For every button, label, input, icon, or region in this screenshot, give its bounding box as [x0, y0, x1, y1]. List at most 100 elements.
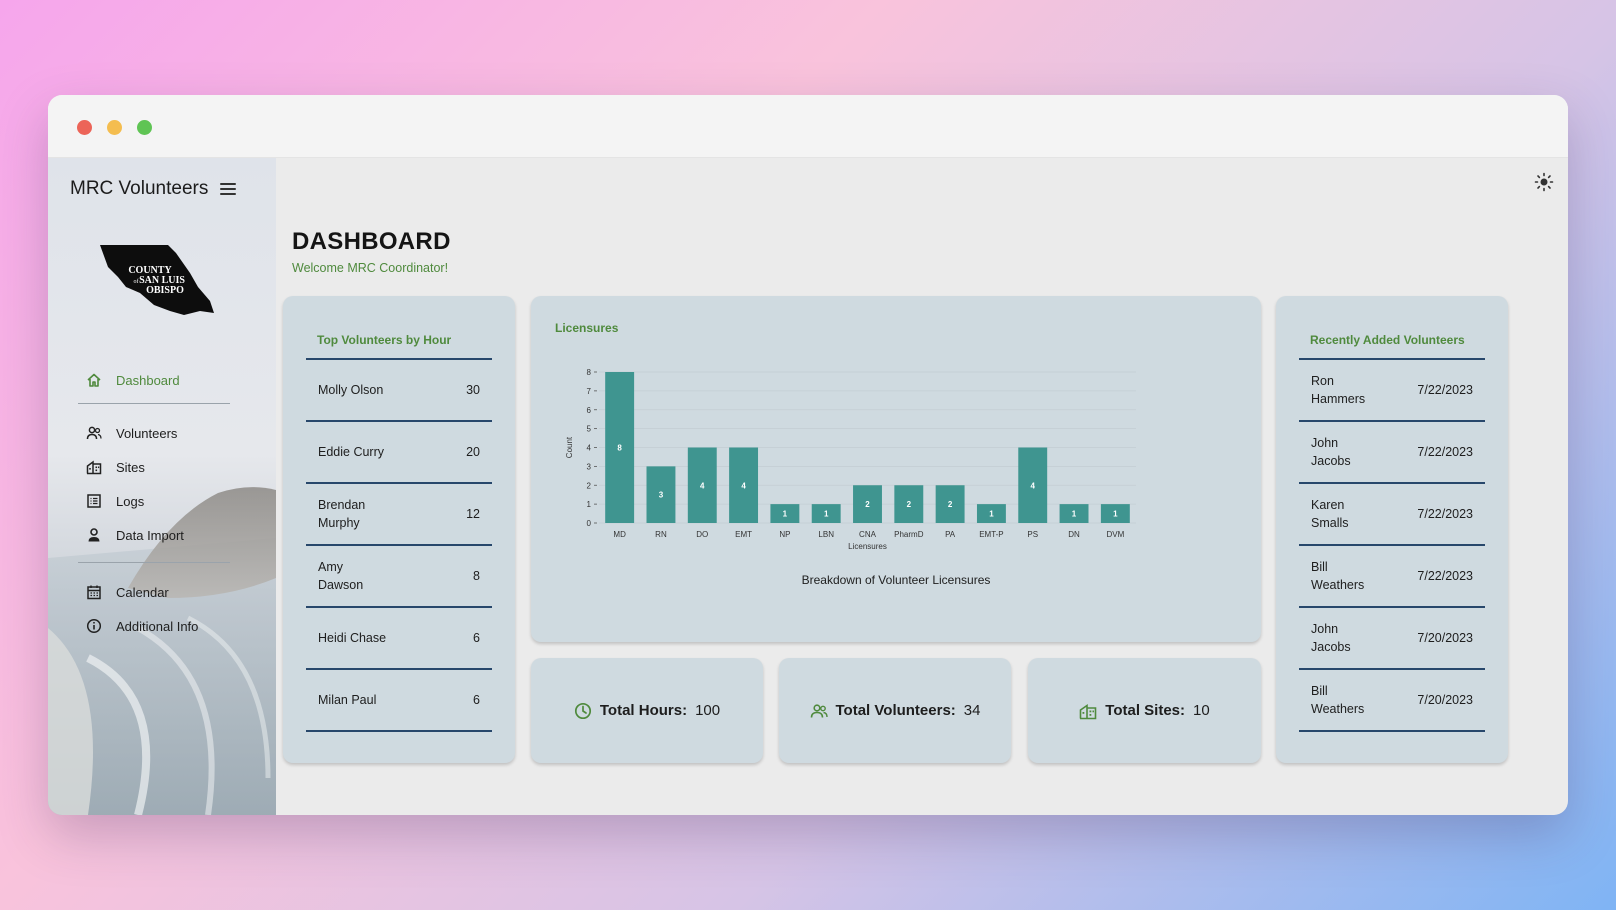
x-tick-label: PA: [945, 530, 956, 539]
sidebar-item-label: Logs: [116, 493, 145, 509]
minimize-window-button[interactable]: [107, 120, 122, 135]
list-item[interactable]: Heidi Chase 6: [306, 608, 492, 670]
x-tick-label: RN: [655, 530, 667, 539]
sidebar-item-data-import[interactable]: Data Import: [82, 518, 242, 552]
close-window-button[interactable]: [77, 120, 92, 135]
volunteer-name: John Jacobs: [1311, 622, 1351, 654]
chart-bar: [894, 485, 924, 523]
stat-label: Total Volunteers:: [835, 702, 956, 719]
volunteer-name: Molly Olson: [318, 383, 384, 397]
page-title: DASHBOARD: [292, 228, 451, 255]
x-tick-label: CNA: [859, 530, 877, 539]
x-tick-label: DO: [696, 530, 708, 539]
bar-value-label: 3: [659, 491, 664, 500]
list-item[interactable]: Eddie Curry 20: [306, 422, 492, 484]
sidebar-item-additional-info[interactable]: Additional Info: [82, 609, 242, 643]
sun-icon[interactable]: [1534, 172, 1554, 192]
info-icon: [86, 618, 102, 634]
bar-value-label: 8: [617, 444, 622, 453]
stat-value: 100: [695, 702, 721, 719]
sidebar-item-label: Additional Info: [116, 618, 199, 634]
bar-value-label: 1: [989, 510, 994, 519]
date-added: 7/22/2023: [1417, 445, 1473, 459]
x-tick-label: EMT-P: [979, 530, 1003, 539]
person-icon: [88, 528, 100, 542]
list-item[interactable]: Ron Hammers 7/22/2023: [1299, 360, 1485, 422]
x-tick-label: DN: [1068, 530, 1080, 539]
list-item[interactable]: Bill Weathers 7/20/2023: [1299, 670, 1485, 732]
list-item[interactable]: John Jacobs 7/20/2023: [1299, 608, 1485, 670]
y-tick-label: 8: [587, 368, 592, 377]
list-item[interactable]: Molly Olson 30: [306, 360, 492, 422]
y-tick-label: 4: [587, 444, 592, 453]
volunteer-hours: 12: [466, 507, 480, 521]
stat-value: 34: [963, 702, 981, 719]
y-tick-label: 5: [587, 425, 592, 434]
bar-value-label: 2: [948, 500, 953, 509]
svg-text:COUNTY: COUNTY: [128, 265, 172, 276]
chart-caption: Breakdown of Volunteer Licensures: [802, 573, 991, 587]
app-brand: MRC Volunteers: [70, 178, 237, 200]
x-tick-label: MD: [613, 530, 626, 539]
y-tick-label: 2: [587, 481, 592, 490]
chart-bar: [935, 485, 965, 523]
recent-volunteers-list: Ron Hammers 7/22/2023 John Jacobs 7/22/202…: [1299, 358, 1485, 732]
list-item[interactable]: John Jacobs 7/22/2023: [1299, 422, 1485, 484]
nav-divider: [78, 562, 230, 563]
card-title: Top Volunteers by Hour: [317, 333, 452, 347]
y-tick-label: 0: [587, 519, 592, 528]
x-axis-label: Licensures: [848, 542, 887, 551]
volunteer-hours: 30: [466, 383, 480, 397]
volunteer-name: Eddie Curry: [318, 445, 384, 459]
svg-text:OBISPO: OBISPO: [146, 285, 184, 296]
volunteer-name: Heidi Chase: [318, 631, 387, 645]
volunteer-hours: 6: [473, 693, 480, 707]
date-added: 7/22/2023: [1417, 507, 1473, 521]
x-tick-label: EMT: [735, 530, 752, 539]
licensures-chart-card: Licensures 0 1 2 3 4 5 6 7 8 8 MD 3 RN 4 DO 4 EMT 1 NP 1 LBN…: [531, 296, 1261, 642]
bar-value-label: 1: [824, 510, 829, 519]
y-tick-label: 1: [587, 500, 592, 509]
sidebar-item-sites[interactable]: Sites: [82, 450, 242, 484]
list-item[interactable]: Bill Weathers 7/22/2023: [1299, 546, 1485, 608]
sidebar-item-volunteers[interactable]: Volunteers: [82, 416, 242, 450]
sidebar-item-dashboard[interactable]: Dashboard: [82, 363, 242, 397]
bar-value-label: 4: [741, 481, 746, 490]
volunteer-hours: 8: [473, 569, 480, 583]
chart-bar: [1059, 504, 1089, 523]
card-title: Recently Added Volunteers: [1310, 333, 1465, 347]
chart-bar: [770, 504, 800, 523]
chart-bar: [646, 466, 676, 523]
list-item[interactable]: Amy Dawson 8: [306, 546, 492, 608]
maximize-window-button[interactable]: [137, 120, 152, 135]
y-tick-label: 7: [587, 387, 592, 396]
list-icon: [87, 494, 101, 508]
bar-value-label: 4: [700, 481, 705, 490]
bar-value-label: 2: [907, 500, 912, 509]
main-content: DASHBOARD Welcome MRC Coordinator! Top V…: [276, 158, 1568, 815]
y-axis-label: Count: [565, 436, 574, 458]
bar-value-label: 2: [865, 500, 870, 509]
hamburger-menu-icon[interactable]: [220, 183, 237, 195]
stat-label: Total Sites:: [1105, 702, 1186, 719]
top-volunteers-card: Top Volunteers by Hour Molly Olson 30 Edd…: [283, 296, 515, 763]
list-item[interactable]: Karen Smalls 7/22/2023: [1299, 484, 1485, 546]
date-added: 7/20/2023: [1417, 693, 1473, 707]
chart-bar: [853, 485, 882, 523]
x-tick-label: DVM: [1106, 530, 1124, 539]
sidebar: MRC Volunteers COUNTY of SAN LUIS OBISPO…: [48, 158, 276, 815]
card-title: Licensures: [555, 321, 619, 335]
total-volunteers-card: Total Volunteers: 34: [779, 658, 1011, 763]
calendar-icon: [87, 585, 101, 600]
list-item[interactable]: Milan Paul 6: [306, 670, 492, 732]
sidebar-item-calendar[interactable]: Calendar: [82, 575, 242, 609]
sidebar-item-logs[interactable]: Logs: [82, 484, 242, 518]
sidebar-item-label: Dashboard: [116, 372, 180, 388]
volunteer-name: Bill Weathers: [1311, 560, 1365, 592]
y-tick-label: 6: [587, 406, 592, 415]
coastal-background-image: [48, 487, 276, 815]
list-item[interactable]: Brendan Murphy 12: [306, 484, 492, 546]
date-added: 7/20/2023: [1417, 631, 1473, 645]
people-icon: [810, 703, 828, 718]
stat-label: Total Hours:: [599, 702, 688, 719]
